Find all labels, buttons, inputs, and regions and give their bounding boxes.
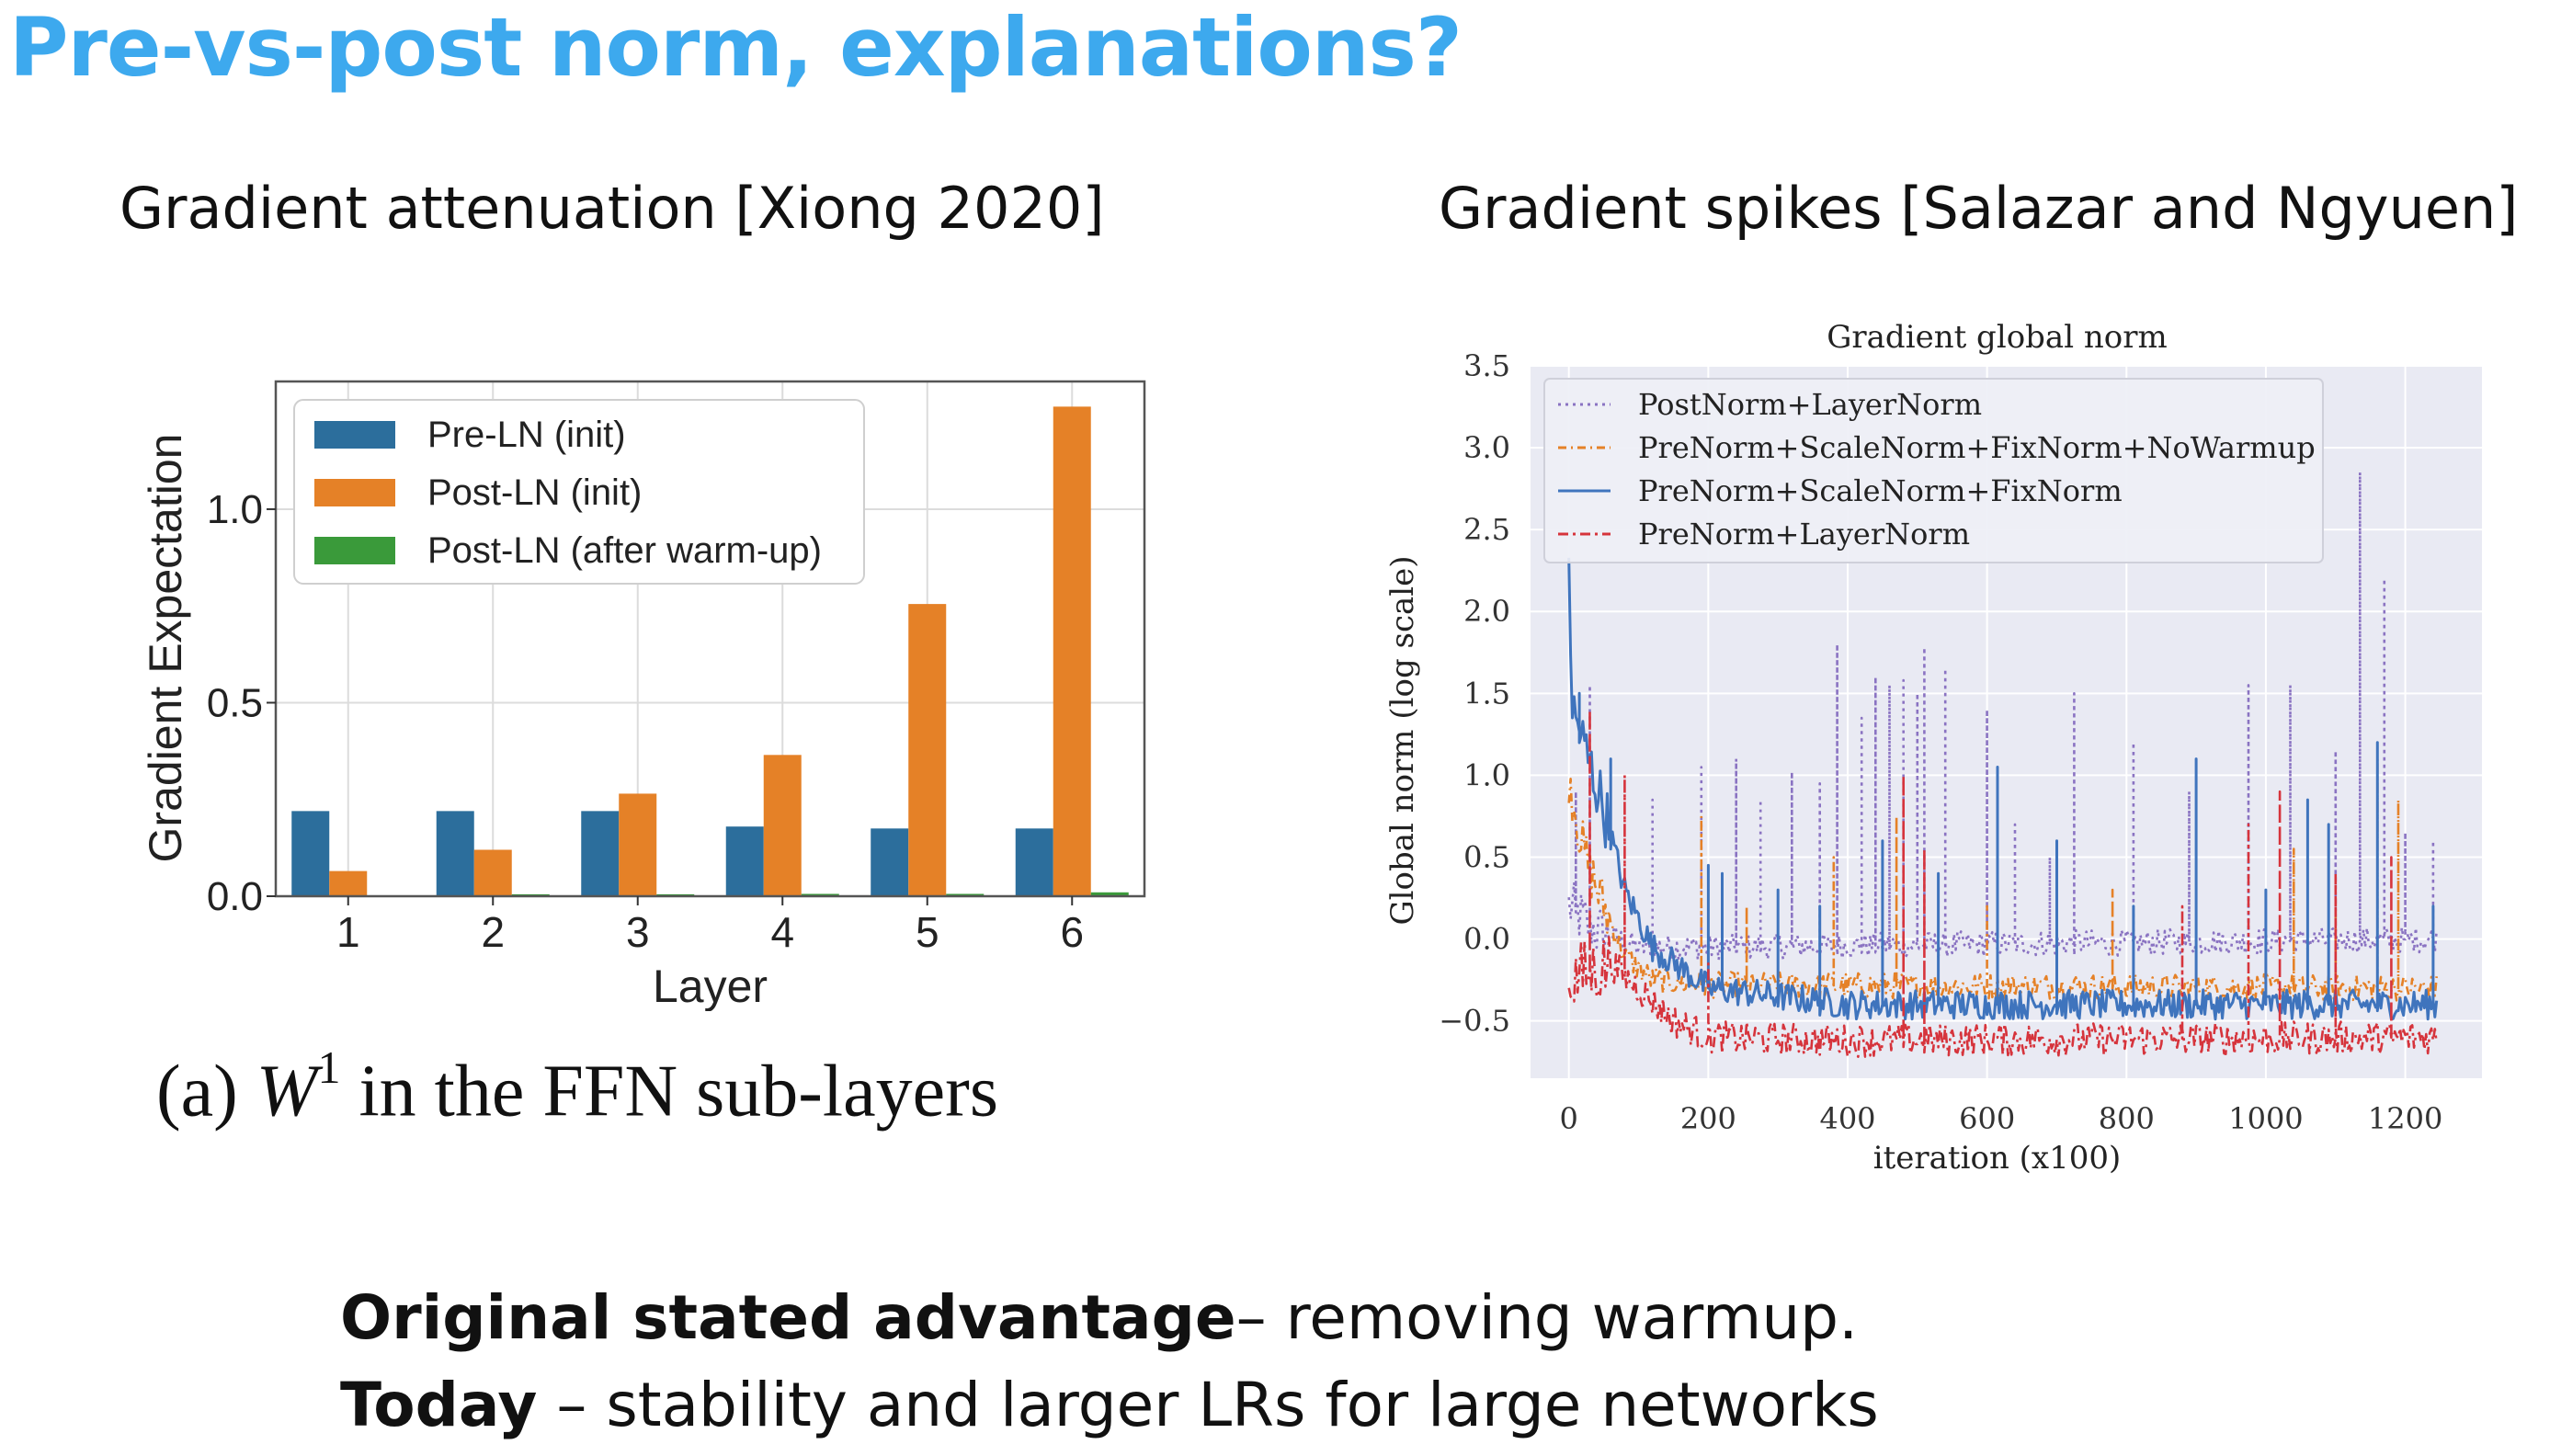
bar-legend-box — [293, 399, 865, 585]
line-y-tick-label: 2.5 — [1463, 512, 1510, 547]
caption-suffix: in the FFN sub-layers — [359, 1051, 998, 1132]
line-x-tick-label: 200 — [1680, 1101, 1736, 1136]
bar-mark — [725, 826, 764, 896]
bar-mark — [581, 811, 620, 896]
line-x-tick-label: 400 — [1819, 1101, 1875, 1136]
line-chart: −0.5 0.0 0.5 1.0 1.5 2.0 2.5 3.0 3.5 0 200 400 600 80… — [1384, 319, 2482, 1177]
bar-legend-swatch — [314, 537, 395, 564]
bar-y-tick-label: 0.0 — [207, 874, 263, 919]
bar-y-axis-label: Gradient Expectation — [140, 434, 191, 863]
bar-mark — [1053, 406, 1091, 896]
left-panel-title: Gradient attenuation [Xiong 2020] — [120, 175, 1105, 242]
bar-mark — [619, 793, 657, 896]
bottom-line-1-bold: Original stated advantage — [340, 1282, 1236, 1353]
line-y-axis-label: Global norm (log scale) — [1384, 555, 1421, 925]
bar-x-tick-label: 4 — [770, 908, 794, 956]
bottom-line-2-rest: – stability and larger LRs for large net… — [537, 1370, 1879, 1440]
line-y-tick-label: 1.5 — [1463, 676, 1510, 711]
bar-mark — [291, 811, 330, 896]
bar-legend-label: Pre-LN (init) — [427, 415, 626, 455]
bottom-line-original-advantage: Original stated advantage– removing warm… — [340, 1282, 1858, 1353]
line-legend-label: PostNorm+LayerNorm — [1638, 387, 1982, 422]
line-y-tick-label: 0.0 — [1463, 922, 1510, 957]
bar-legend-label: Post-LN (after warm-up) — [427, 530, 822, 571]
line-chart-title: Gradient global norm — [1827, 319, 2168, 356]
caption-superscript: 1 — [317, 1041, 341, 1093]
bar-mark — [473, 849, 512, 896]
slide-title: Pre-vs-post norm, explanations? — [9, 0, 1463, 95]
bar-mark — [1015, 828, 1053, 896]
bar-mark — [1090, 892, 1129, 896]
bar-chart: 0.0 0.5 1.0 1 2 3 4 5 6 Layer Gradient Expectation… — [140, 380, 1146, 1011]
line-x-tick-label: 0 — [1560, 1101, 1578, 1136]
bar-x-tick-label: 1 — [336, 908, 360, 956]
bar-mark — [801, 893, 839, 896]
line-x-tick-label: 1000 — [2228, 1101, 2303, 1136]
line-series-path — [1567, 708, 2438, 1058]
bar-x-tick-label: 3 — [626, 908, 650, 956]
bar-y-tick-label: 1.0 — [207, 487, 263, 532]
bottom-line-1-rest: – removing warmup. — [1235, 1282, 1859, 1353]
bottom-line-today: Today – stability and larger LRs for lar… — [340, 1370, 1879, 1440]
right-panel-title: Gradient spikes [Salazar and Ngyuen] — [1439, 175, 2519, 242]
bar-mark — [329, 870, 368, 896]
line-x-tick-label: 600 — [1959, 1101, 2015, 1136]
line-series-path — [1567, 557, 2439, 1021]
bar-legend-swatch — [314, 479, 395, 506]
bar-legend-swatch — [314, 421, 395, 449]
bar-mark — [908, 604, 947, 896]
caption-prefix: (a) — [156, 1051, 238, 1132]
bar-mark — [763, 755, 802, 896]
line-x-axis-label: iteration (x100) — [1873, 1140, 2122, 1177]
bar-x-tick-label: 5 — [916, 908, 939, 956]
line-x-tick-label: 1200 — [2368, 1101, 2442, 1136]
line-y-tick-label: −0.5 — [1439, 1004, 1510, 1039]
bar-x-tick-label: 6 — [1060, 908, 1084, 956]
line-legend-label: PreNorm+ScaleNorm+FixNorm+NoWarmup — [1638, 430, 2316, 465]
line-legend-label: PreNorm+LayerNorm — [1638, 517, 1970, 552]
bar-legend-label: Post-LN (init) — [427, 472, 642, 513]
line-y-tick-label: 1.0 — [1463, 757, 1510, 792]
bar-legend: Pre-LN (init) Post-LN (init) Post-LN (afte… — [293, 399, 865, 585]
line-legend-label: PreNorm+ScaleNorm+FixNorm — [1638, 473, 2123, 508]
line-legend-box — [1543, 378, 2324, 563]
bar-x-tick-label: 2 — [481, 908, 505, 956]
bar-chart-caption: (a) W1 in the FFN sub-layers — [156, 1041, 998, 1134]
line-y-tick-label: 2.0 — [1463, 594, 1510, 629]
line-y-tick-label: 3.0 — [1463, 430, 1510, 465]
line-legend: PostNorm+LayerNorm PreNorm+ScaleNorm+FixN… — [1543, 378, 2324, 563]
line-y-tick-label: 0.5 — [1463, 839, 1510, 874]
line-x-tick-label: 800 — [2099, 1101, 2155, 1136]
bar-mark — [871, 828, 909, 896]
line-y-tick-label: 3.5 — [1463, 348, 1510, 383]
bar-plot-frame — [274, 380, 1146, 898]
bottom-line-2-bold: Today — [340, 1370, 538, 1440]
caption-variable: W — [256, 1051, 318, 1132]
bar-mark — [946, 893, 985, 896]
bar-x-axis-label: Layer — [653, 961, 768, 1011]
bar-mark — [436, 811, 474, 896]
bar-y-tick-label: 0.5 — [207, 680, 263, 725]
